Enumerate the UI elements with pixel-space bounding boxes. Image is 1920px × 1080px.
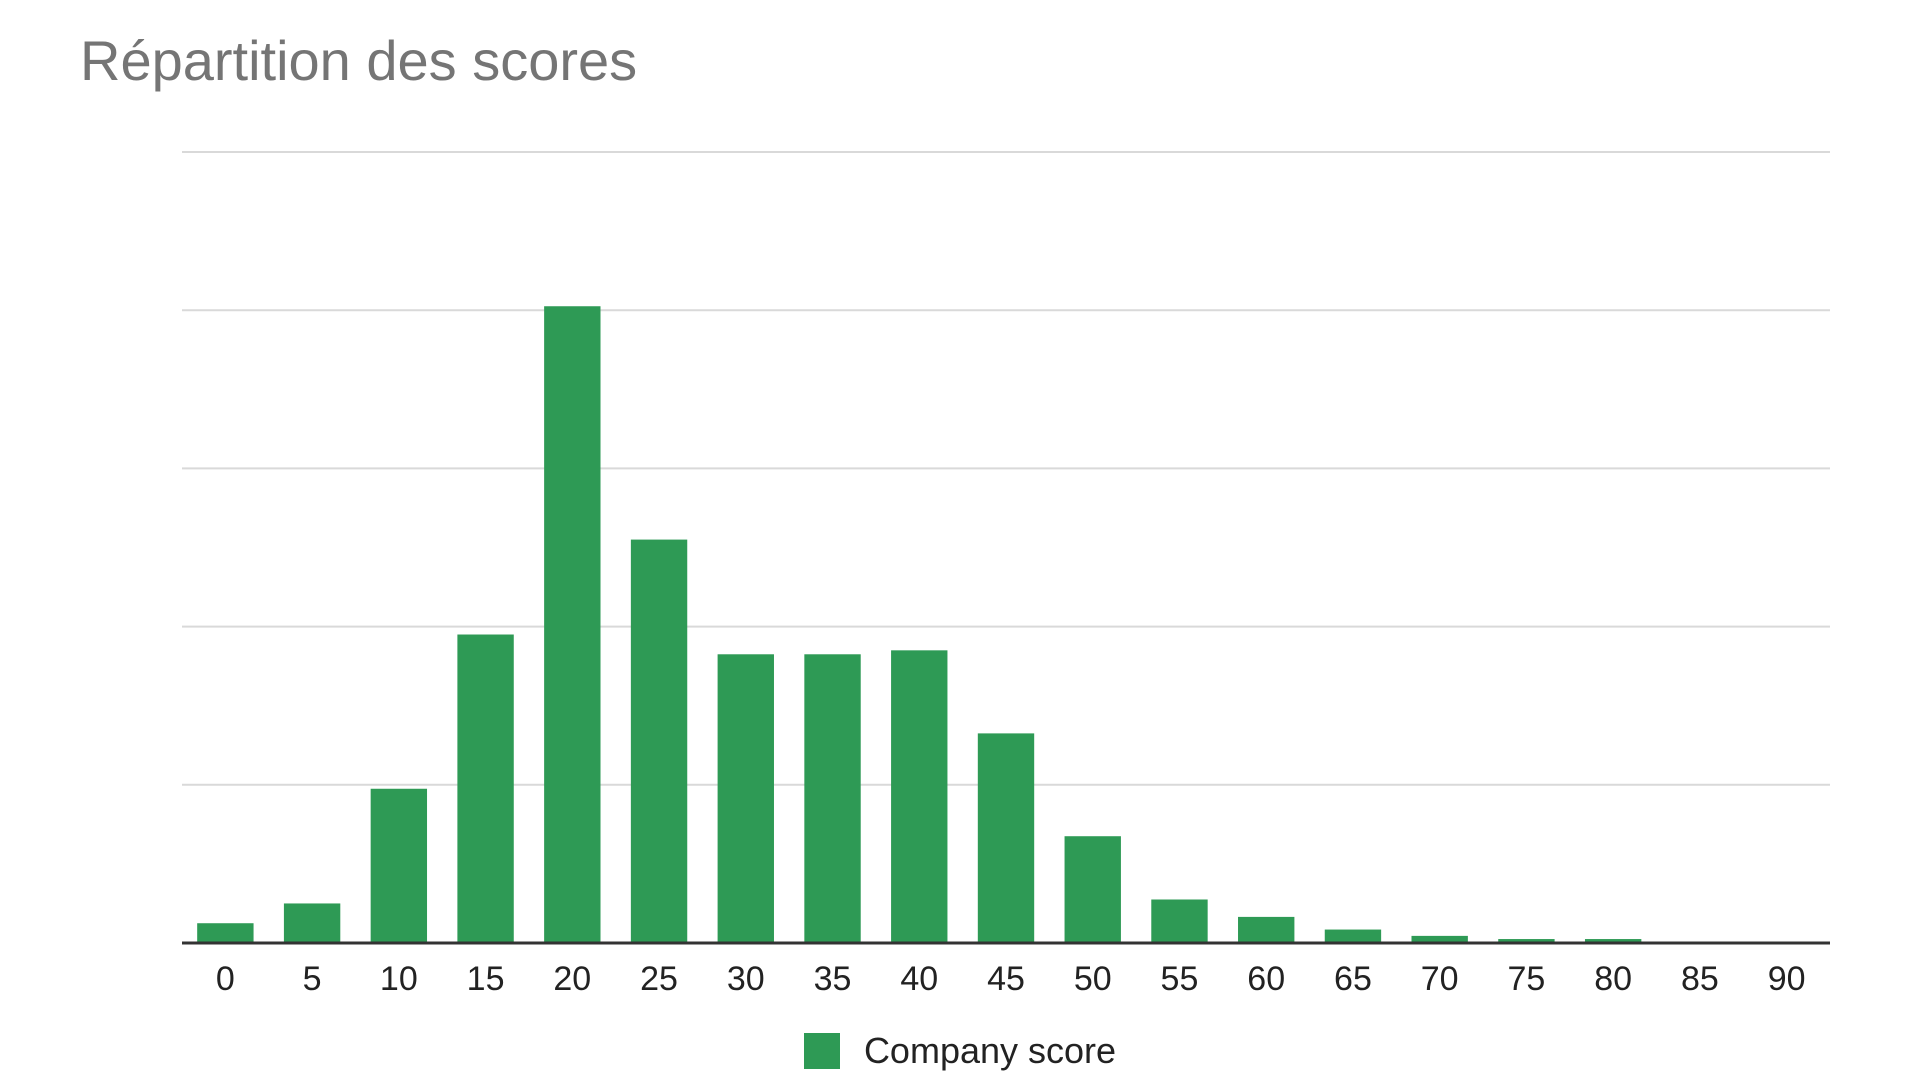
bar-40 <box>891 650 948 943</box>
x-tick-label: 40 <box>900 960 938 998</box>
x-tick-label: 65 <box>1334 960 1372 998</box>
x-tick-labels: 0 5 10 15 20 25 30 35 40 45 50 55 60 65 70 75 80 85 90 <box>216 960 1806 998</box>
bar-75 <box>1498 939 1555 943</box>
legend: Company score <box>0 1030 1920 1072</box>
x-tick-label: 60 <box>1247 960 1285 998</box>
x-tick-label: 15 <box>467 960 505 998</box>
x-tick-label: 0 <box>216 960 235 998</box>
bar-55 <box>1151 899 1208 943</box>
bar-25 <box>630 539 688 943</box>
x-tick-label: 50 <box>1074 960 1112 998</box>
bar-70 <box>1411 935 1468 943</box>
bar-80 <box>1584 939 1642 943</box>
bar-chart: 0 5 10 15 20 25 30 35 40 45 50 55 60 65 70 75 80 85 90 <box>182 151 1830 998</box>
x-tick-label: 75 <box>1508 960 1546 998</box>
x-tick-label: 80 <box>1594 960 1632 998</box>
x-tick-label: 25 <box>640 960 678 998</box>
bar-20 <box>544 306 601 943</box>
x-tick-label: 35 <box>814 960 852 998</box>
bars <box>197 306 1642 943</box>
legend-swatch <box>803 1033 840 1069</box>
x-tick-label: 70 <box>1421 960 1459 998</box>
x-tick-label: 45 <box>987 960 1025 998</box>
legend-label: Company score <box>863 1030 1117 1071</box>
x-tick-label: 5 <box>303 960 322 998</box>
x-tick-label: 20 <box>553 960 591 998</box>
bar-65 <box>1324 929 1382 943</box>
bar-10 <box>370 788 428 943</box>
gridlines <box>182 151 1830 786</box>
chart-title: Répartition des scores <box>80 29 638 92</box>
x-tick-label: 10 <box>380 960 418 998</box>
x-tick-label: 85 <box>1681 960 1719 998</box>
bar-60 <box>1238 916 1295 943</box>
bar-0 <box>197 923 254 943</box>
bar-5 <box>283 903 341 943</box>
bar-30 <box>717 654 774 943</box>
bar-50 <box>1064 836 1121 943</box>
bar-45 <box>977 733 1035 943</box>
x-tick-label: 55 <box>1161 960 1199 998</box>
x-tick-label: 90 <box>1768 960 1806 998</box>
x-tick-label: 30 <box>727 960 765 998</box>
bar-35 <box>804 654 861 943</box>
bar-15 <box>457 634 514 943</box>
